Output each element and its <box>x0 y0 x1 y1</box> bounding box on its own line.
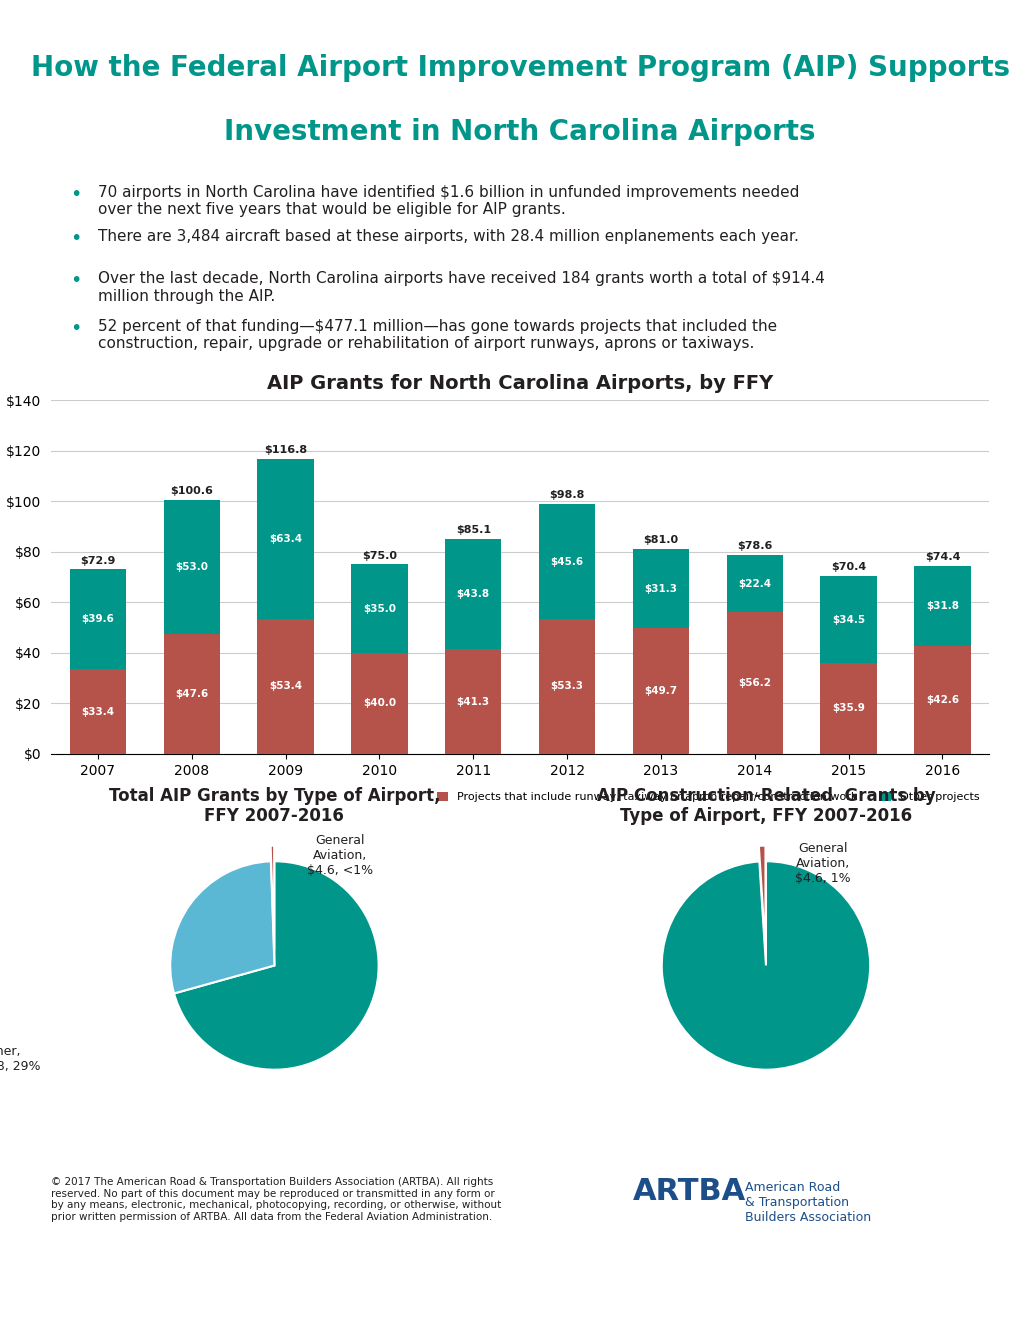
Text: $70.4: $70.4 <box>830 562 865 572</box>
Bar <box>632 549 689 628</box>
Text: ARTBA: ARTBA <box>632 1177 745 1206</box>
Bar <box>538 504 595 619</box>
Text: $33.4: $33.4 <box>82 706 114 717</box>
Text: $47.6: $47.6 <box>175 689 208 698</box>
Wedge shape <box>170 862 274 994</box>
Text: $49.7: $49.7 <box>644 686 677 696</box>
Text: $85.1: $85.1 <box>455 525 490 535</box>
Text: $98.8: $98.8 <box>549 491 584 500</box>
Text: $75.0: $75.0 <box>362 550 396 561</box>
Text: $39.6: $39.6 <box>82 614 114 624</box>
Text: Over the last decade, North Carolina airports have received 184 grants worth a t: Over the last decade, North Carolina air… <box>98 272 824 304</box>
Text: General
Aviation,
$4.6, 1%: General Aviation, $4.6, 1% <box>795 842 850 886</box>
Text: $35.0: $35.0 <box>363 603 395 614</box>
Bar <box>913 647 970 754</box>
Wedge shape <box>661 861 869 1069</box>
Bar <box>632 628 689 754</box>
Text: 70 airports in North Carolina have identified $1.6 billion in unfunded improveme: 70 airports in North Carolina have ident… <box>98 185 799 218</box>
Bar <box>163 500 220 634</box>
Bar <box>69 569 126 669</box>
Bar <box>163 634 220 754</box>
Bar <box>538 619 595 754</box>
Text: 52 percent of that funding—$477.1 million—has gone towards projects that include: 52 percent of that funding—$477.1 millio… <box>98 318 776 351</box>
Text: $35.9: $35.9 <box>832 704 864 713</box>
Text: $63.4: $63.4 <box>269 533 302 544</box>
Bar <box>444 539 501 649</box>
Text: There are 3,484 aircraft based at these airports, with 28.4 million enplanements: There are 3,484 aircraft based at these … <box>98 230 798 244</box>
Title: AIP Construction-Related  Grants by
Type of Airport, FFY 2007-2016: AIP Construction-Related Grants by Type … <box>596 787 934 825</box>
Bar <box>257 619 314 754</box>
Wedge shape <box>758 846 764 950</box>
Text: © 2017 The American Road & Transportation Builders Association (ARTBA). All righ: © 2017 The American Road & Transportatio… <box>51 1177 500 1222</box>
Text: General
Aviation,
$4.6, <1%: General Aviation, $4.6, <1% <box>306 834 372 878</box>
Wedge shape <box>174 861 378 1069</box>
Text: $22.4: $22.4 <box>738 578 770 589</box>
Bar <box>351 565 408 653</box>
Text: $100.6: $100.6 <box>170 486 213 496</box>
Text: Other,
$245.8, 29%: Other, $245.8, 29% <box>0 1044 41 1073</box>
Text: •: • <box>69 272 82 290</box>
Bar <box>726 612 783 754</box>
Text: $53.3: $53.3 <box>550 681 583 692</box>
Text: $34.5: $34.5 <box>832 615 864 624</box>
Bar <box>351 653 408 754</box>
Text: $53.4: $53.4 <box>269 681 302 692</box>
Text: $74.4: $74.4 <box>924 552 959 562</box>
Text: Primary,
$603.4, 71%: Primary, $603.4, 71% <box>144 1162 223 1189</box>
Bar <box>444 649 501 754</box>
Text: •: • <box>69 230 82 248</box>
Title: AIP Grants for North Carolina Airports, by FFY: AIP Grants for North Carolina Airports, … <box>267 374 772 393</box>
Text: $31.8: $31.8 <box>925 601 958 611</box>
Text: $41.3: $41.3 <box>457 697 489 706</box>
Bar <box>69 669 126 754</box>
Text: $78.6: $78.6 <box>737 541 771 552</box>
Text: Investment in North Carolina Airports: Investment in North Carolina Airports <box>224 117 815 145</box>
Text: $42.6: $42.6 <box>925 696 958 705</box>
Text: $31.3: $31.3 <box>644 583 677 594</box>
Bar <box>819 576 876 663</box>
Text: •: • <box>69 185 82 203</box>
Bar <box>257 459 314 619</box>
Title: Total AIP Grants by Type of Airport,
FFY 2007-2016: Total AIP Grants by Type of Airport, FFY… <box>109 787 440 825</box>
Text: $72.9: $72.9 <box>81 556 115 566</box>
Text: $53.0: $53.0 <box>175 561 208 572</box>
Text: •: • <box>69 318 82 338</box>
Text: $45.6: $45.6 <box>550 557 583 566</box>
Text: American Road
& Transportation
Builders Association: American Road & Transportation Builders … <box>745 1181 870 1224</box>
Text: $40.0: $40.0 <box>363 698 395 709</box>
Bar <box>726 556 783 612</box>
Text: $81.0: $81.0 <box>643 536 678 545</box>
Bar <box>819 663 876 754</box>
Text: Primary,
$448.7, 99%: Primary, $448.7, 99% <box>635 1148 714 1177</box>
Text: $116.8: $116.8 <box>264 445 307 455</box>
Bar <box>913 566 970 647</box>
Text: How the Federal Airport Improvement Program (AIP) Supports: How the Federal Airport Improvement Prog… <box>31 54 1009 82</box>
Wedge shape <box>270 846 274 950</box>
Text: $56.2: $56.2 <box>738 677 770 688</box>
Legend: Projects that include runway, taxiway or apron repair/construction work, Other p: Projects that include runway, taxiway or… <box>432 788 983 807</box>
Text: $43.8: $43.8 <box>457 589 489 599</box>
